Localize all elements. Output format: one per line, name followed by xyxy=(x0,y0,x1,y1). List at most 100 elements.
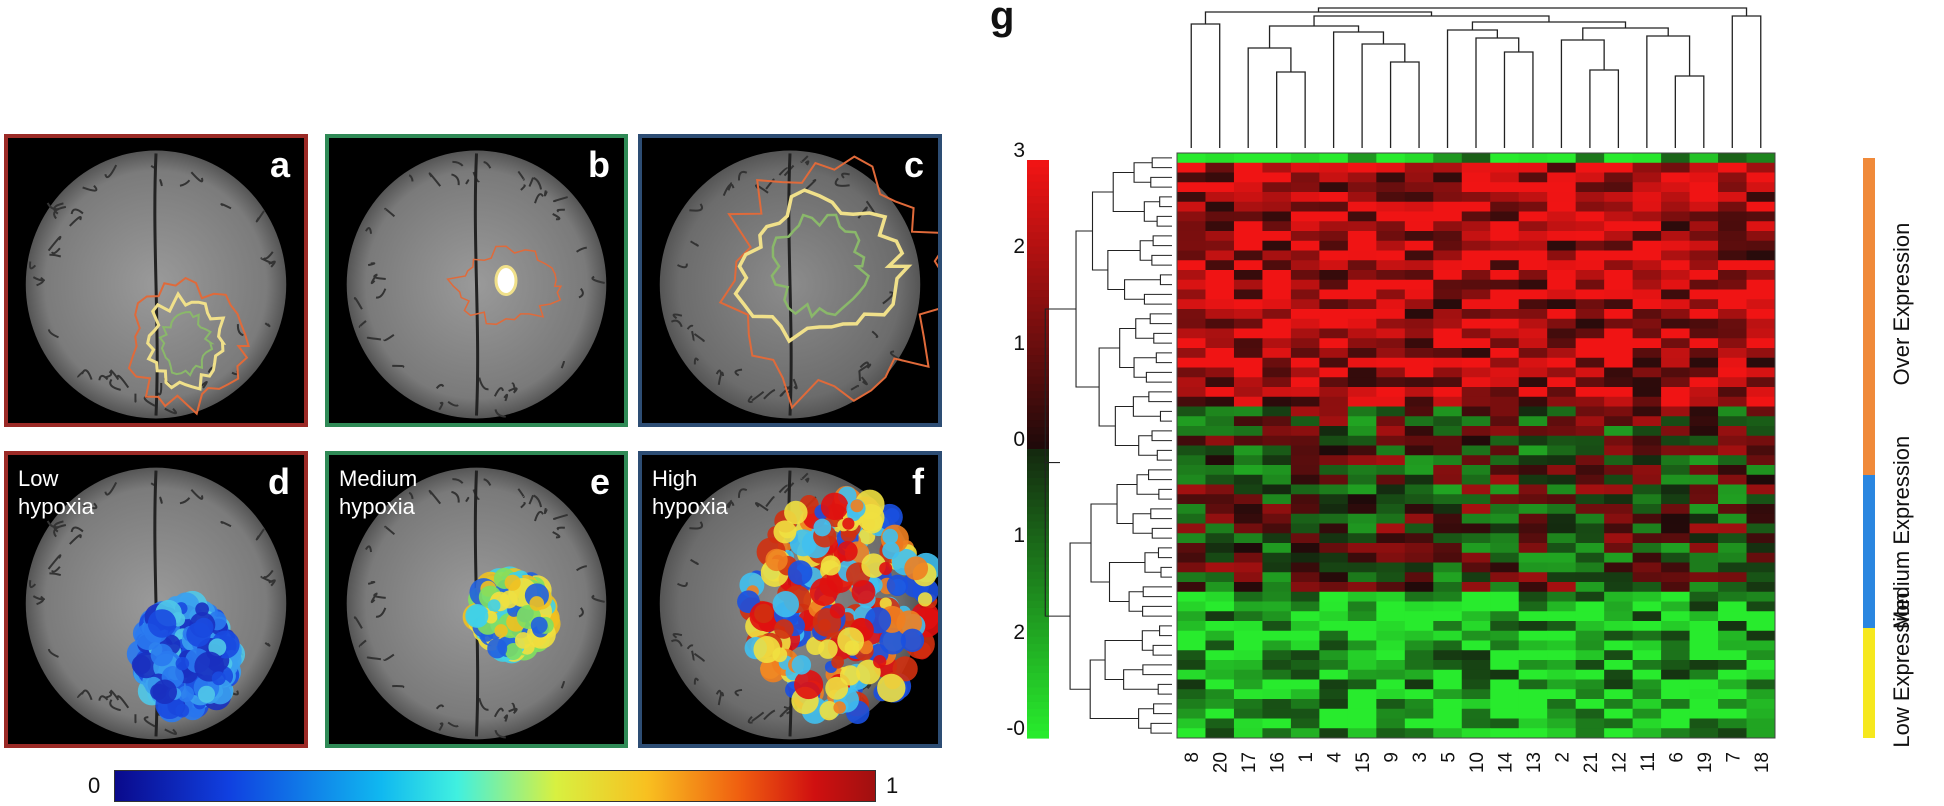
heatmap-cell xyxy=(1490,435,1520,446)
heatmap-cell xyxy=(1632,153,1662,164)
heatmap-cell xyxy=(1632,484,1662,495)
heatmap-cell xyxy=(1632,348,1662,359)
heatmap-cell xyxy=(1177,387,1206,398)
heatmap-cell xyxy=(1604,572,1634,583)
heatmap-cell xyxy=(1518,621,1548,632)
heatmap-cell xyxy=(1404,708,1434,719)
heatmap-cell xyxy=(1347,416,1377,427)
heatmap-cell xyxy=(1746,582,1776,593)
sulcus xyxy=(503,393,509,402)
dendrogram-link xyxy=(1155,352,1172,364)
heatmap-cell xyxy=(1376,377,1406,388)
scale-step xyxy=(1027,362,1049,371)
heatmap-cell xyxy=(1518,445,1548,456)
heatmap-cell xyxy=(1262,192,1292,203)
heatmap-cell xyxy=(1404,650,1434,661)
heatmap-cell xyxy=(1547,611,1577,622)
heatmap-cell xyxy=(1575,299,1605,310)
heatmap-cell xyxy=(1404,250,1434,261)
heatmap-cell xyxy=(1404,396,1434,407)
heatmap-cell xyxy=(1233,582,1263,593)
heatmap-cell xyxy=(1575,328,1605,339)
heatmap-cell xyxy=(1347,328,1377,339)
heatmap-cell xyxy=(1461,172,1491,183)
scale-step xyxy=(1027,311,1049,320)
heatmap-cell xyxy=(1433,260,1463,271)
heatmap-cell xyxy=(1461,309,1491,320)
sulcus xyxy=(560,361,565,369)
heatmap-cell xyxy=(1376,270,1406,281)
heatmap-cell xyxy=(1661,474,1691,485)
heatmap-cell xyxy=(1575,572,1605,583)
heatmap-cell xyxy=(1575,640,1605,651)
midline-fissure xyxy=(153,153,159,416)
sulcus xyxy=(70,208,84,215)
sulcus xyxy=(452,160,464,167)
heatmap-cell xyxy=(1319,611,1349,622)
scale-step xyxy=(1027,571,1049,580)
heatmap-cell xyxy=(1461,182,1491,193)
heatmap-cell xyxy=(1177,708,1206,719)
scale-step xyxy=(1027,275,1049,284)
hypoxia-pixel xyxy=(886,574,909,597)
heatmap-cell xyxy=(1661,192,1691,203)
heatmap-cell xyxy=(1376,689,1406,700)
heatmap-cell xyxy=(1319,465,1349,476)
heatmap-cell xyxy=(1661,699,1691,710)
heatmap-cell xyxy=(1319,728,1349,739)
heatmap-cell xyxy=(1575,309,1605,320)
heatmap-cell xyxy=(1689,504,1719,515)
heatmap-cell xyxy=(1433,474,1463,485)
heatmap-cell xyxy=(1404,416,1434,427)
heatmap-cell xyxy=(1347,348,1377,359)
heatmap-cell xyxy=(1547,309,1577,320)
heatmap-cell xyxy=(1319,172,1349,183)
heatmap-cell xyxy=(1661,387,1691,398)
sulcus xyxy=(53,524,67,538)
heatmap-cell xyxy=(1746,523,1776,534)
heatmap-cell xyxy=(1290,562,1320,573)
heatmap-cell xyxy=(1205,172,1235,183)
heatmap-cell xyxy=(1347,660,1377,671)
heatmap-cell xyxy=(1718,416,1748,427)
heatmap-cell xyxy=(1376,299,1406,310)
scale-step xyxy=(1027,420,1049,428)
heatmap-cell xyxy=(1376,562,1406,573)
heatmap-cell xyxy=(1319,435,1349,446)
sulcus xyxy=(717,371,725,385)
heatmap-cell xyxy=(1461,328,1491,339)
heatmap-cell xyxy=(1433,552,1463,563)
heatmap-cell xyxy=(1262,445,1292,456)
heatmap-cell xyxy=(1575,153,1605,164)
sulcus xyxy=(51,566,61,573)
sulcus xyxy=(438,401,444,411)
dendrogram-link xyxy=(1135,318,1154,339)
heatmap-cell xyxy=(1347,279,1377,290)
sulcus xyxy=(375,607,387,618)
hypoxia-pixel xyxy=(211,671,226,686)
sulcus xyxy=(778,484,788,494)
heatmap-cell xyxy=(1718,621,1748,632)
heatmap-cell xyxy=(1319,328,1349,339)
heatmap-cell xyxy=(1290,328,1320,339)
brain-image xyxy=(346,150,607,419)
heatmap-cell xyxy=(1604,416,1634,427)
heatmap-cell xyxy=(1404,221,1434,232)
hypoxia-pixel xyxy=(837,627,865,655)
heatmap-cell xyxy=(1461,660,1491,671)
heatmap-cell xyxy=(1177,240,1206,251)
heatmap-cell xyxy=(1575,192,1605,203)
heatmap-cell xyxy=(1262,367,1292,378)
scale-step xyxy=(1027,694,1049,703)
heatmap-cell xyxy=(1518,153,1548,164)
heatmap-cell xyxy=(1575,211,1605,222)
dendrogram-link xyxy=(1157,547,1172,559)
heatmap-cell xyxy=(1718,279,1748,290)
dendrogram-link xyxy=(1247,47,1292,148)
sulcus xyxy=(236,324,244,337)
heatmap-cell xyxy=(1347,562,1377,573)
heatmap-cell xyxy=(1177,153,1206,164)
heatmap-cell xyxy=(1177,211,1206,222)
heatmap-cell xyxy=(1746,718,1776,729)
heatmap-cell xyxy=(1689,231,1719,242)
